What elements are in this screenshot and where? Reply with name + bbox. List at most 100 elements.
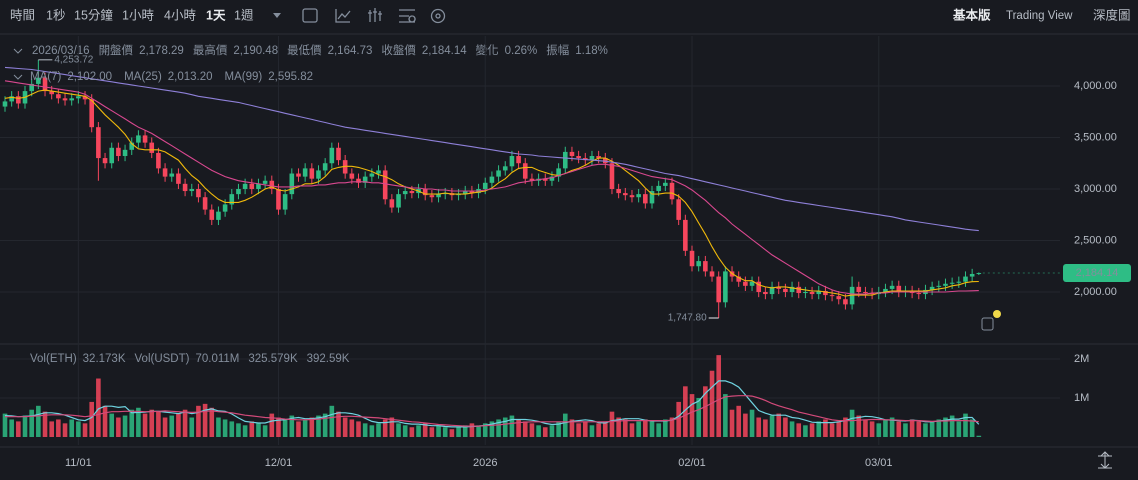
volume-bar [729, 409, 735, 437]
view-tab[interactable]: 基本版 [952, 7, 991, 22]
candle-body [736, 276, 741, 282]
volume-bar [929, 421, 935, 437]
candle-body [202, 197, 208, 210]
candle-body [863, 292, 868, 294]
calendar-icon[interactable] [302, 8, 318, 23]
candle-body [936, 285, 942, 287]
last-price-tag [1063, 264, 1131, 283]
volume-bar [202, 403, 208, 437]
candle-body [309, 168, 315, 179]
candle-body [623, 193, 628, 196]
ma-value: 2,102.00 [67, 71, 112, 83]
candle-body [282, 194, 288, 210]
candle-body [649, 191, 655, 204]
more-icon[interactable] [430, 8, 446, 24]
volume-bar [416, 425, 421, 437]
candle-body [142, 135, 148, 143]
volume-bar [582, 421, 588, 437]
candle-body [509, 156, 515, 167]
candle-body [382, 170, 388, 200]
volume-bar [763, 419, 768, 437]
candle-body [249, 183, 255, 189]
volume-bar [456, 427, 461, 437]
volume-bar [843, 417, 848, 437]
volume-bar [749, 409, 755, 437]
y-tick-label: 3,500.00 [1074, 131, 1117, 143]
candle-body [696, 261, 701, 267]
interval-tab[interactable]: 15分鐘 [74, 7, 113, 22]
last-price-label: 2,184.14 [1076, 267, 1119, 279]
info-value: 2,178.29 [139, 45, 184, 57]
candle-body [796, 286, 802, 294]
volume-bar [316, 415, 321, 437]
interval-tab[interactable]: 1週 [234, 7, 254, 22]
volume-bar [216, 417, 221, 437]
volume-bar [122, 415, 128, 437]
volume-bar [22, 415, 28, 437]
view-tab[interactable]: Trading View [1006, 10, 1073, 22]
candle-body [209, 209, 215, 220]
candle-body [76, 96, 81, 99]
candle-body [963, 276, 968, 282]
candle-body [82, 96, 88, 100]
volume-bar [723, 394, 728, 437]
candle-body [456, 194, 461, 196]
candle-body [669, 182, 675, 200]
candle-body [229, 194, 235, 205]
candle-body [102, 158, 108, 164]
volume-bar [136, 407, 141, 437]
candle-body [542, 178, 548, 181]
volume-bar [296, 421, 301, 437]
candle-body [409, 191, 415, 194]
view-tab[interactable]: 深度圖 [1093, 7, 1131, 22]
x-tick-label: 12/01 [265, 457, 293, 469]
volume-bar [696, 398, 701, 437]
settings-icon[interactable] [399, 9, 416, 23]
interval-dropdown[interactable] [273, 13, 281, 18]
volume-bar [276, 417, 281, 437]
volume-bar [229, 421, 235, 437]
volume-bar [956, 421, 962, 437]
volume-bar [549, 425, 555, 437]
interval-tab[interactable]: 時間 [10, 8, 35, 22]
volume-usdt-name: Vol(USDT) [135, 353, 190, 365]
candle-body [502, 166, 508, 171]
candle-body [562, 151, 568, 169]
volume-bar [249, 421, 255, 437]
candle-body [182, 183, 188, 192]
volume-bar [783, 417, 788, 437]
volume-ma-line [4, 380, 980, 428]
volume-bar [356, 421, 361, 437]
candle-body [663, 182, 668, 186]
volume-bar [189, 417, 195, 437]
interval-tab[interactable]: 1天 [206, 8, 226, 22]
event-dot[interactable] [993, 310, 1001, 318]
volume-bar [62, 423, 68, 437]
event-icon[interactable] [981, 317, 994, 331]
ma-line [4, 80, 979, 295]
interval-tab[interactable]: 1秒 [46, 8, 65, 22]
volume-value: 32.173K [83, 353, 126, 365]
volume-bar [663, 419, 668, 437]
candle-body [883, 288, 888, 293]
ma-collapse[interactable] [13, 74, 23, 80]
volume-bar [509, 415, 515, 437]
volume-ma-value: 392.59K [307, 353, 350, 365]
ma-name: MA(25) [124, 71, 162, 83]
volume-bar [162, 417, 168, 437]
candle-body [296, 173, 301, 177]
volume-bar [256, 423, 261, 437]
volume-bar [643, 419, 648, 437]
indicator-icon[interactable] [368, 8, 382, 22]
interval-tab[interactable]: 4小時 [164, 8, 196, 22]
volume-bar [76, 421, 81, 437]
interval-tab[interactable]: 1小時 [122, 8, 154, 22]
volume-bar [656, 423, 661, 437]
candle-body [522, 163, 528, 179]
scale-toggle[interactable] [1098, 451, 1112, 469]
volume-bar [89, 401, 95, 437]
chart-type-icon[interactable] [335, 9, 351, 23]
volume-ma-value: 325.579K [248, 353, 298, 365]
candle-body [889, 285, 895, 289]
info-collapse[interactable] [13, 48, 23, 54]
